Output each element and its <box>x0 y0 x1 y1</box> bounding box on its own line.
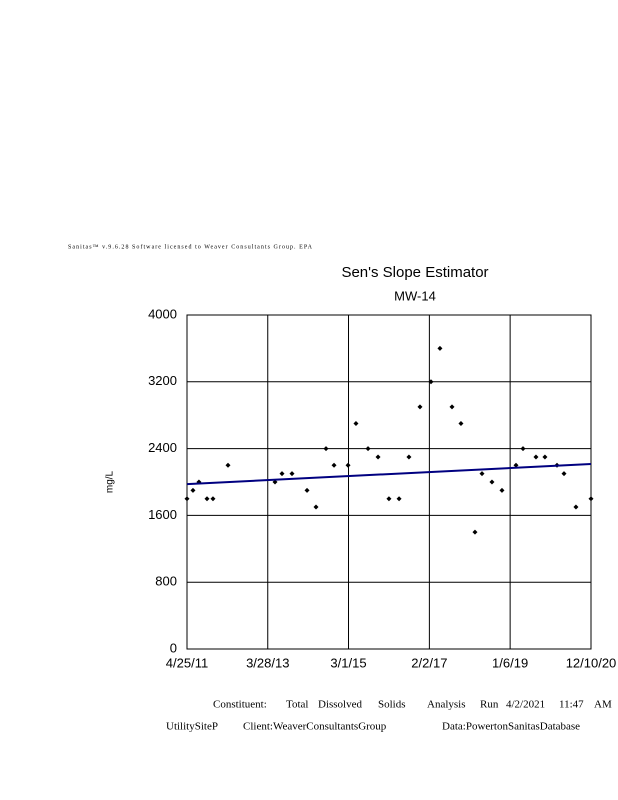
data-point <box>573 504 579 510</box>
data-point <box>458 421 464 427</box>
data-point <box>190 487 196 493</box>
data-point <box>345 462 351 468</box>
data-point <box>279 471 285 477</box>
footer-text: 11:47 <box>559 699 584 711</box>
header: Sanitas™ v.9.6.28 Software licensed to W… <box>68 243 313 250</box>
data-point <box>323 446 329 452</box>
footer-text: Dissolved <box>318 699 363 711</box>
chart-title: Sen's Slope Estimator <box>341 264 488 281</box>
data-point <box>533 454 539 460</box>
x-tick-label: 3/28/13 <box>246 655 289 670</box>
data-point <box>428 379 434 385</box>
data-point <box>225 462 231 468</box>
data-point <box>489 479 495 485</box>
data-point <box>437 345 443 351</box>
data-point <box>331 462 337 468</box>
footer-text: 4/2/2021 <box>506 699 545 711</box>
footer-text: Constituent: <box>213 699 267 711</box>
data-point <box>588 496 594 502</box>
data-point <box>561 471 567 477</box>
footer-text: Client:WeaverConsultantsGroup <box>243 721 387 733</box>
data-point <box>479 471 485 477</box>
footer-text: Total <box>286 699 308 711</box>
data-point <box>396 496 402 502</box>
data-point <box>184 496 190 502</box>
y-tick-label: 2400 <box>148 440 177 455</box>
x-tick-label: 3/1/15 <box>330 655 366 670</box>
footer-text: UtilitySiteP <box>166 721 218 733</box>
y-tick-label: 800 <box>155 574 177 589</box>
y-tick-label: 3200 <box>148 373 177 388</box>
x-tick-label: 2/2/17 <box>411 655 447 670</box>
y-tick-label: 1600 <box>148 507 177 522</box>
data-point <box>417 404 423 410</box>
y-tick-label: 0 <box>170 640 177 655</box>
y-tick-label: 4000 <box>148 306 177 321</box>
footer-text: Analysis <box>427 699 466 711</box>
footer-text: Run <box>480 699 499 711</box>
x-tick-label: 1/6/19 <box>492 655 528 670</box>
data-point <box>472 529 478 535</box>
data-point <box>304 487 310 493</box>
data-point <box>313 504 319 510</box>
y-axis-label: mg/L <box>105 470 116 493</box>
data-point <box>204 496 210 502</box>
data-point <box>289 471 295 477</box>
footer-text: Data:PowertonSanitasDatabase <box>442 721 580 733</box>
chart-subtitle: MW-14 <box>394 288 436 303</box>
data-point <box>513 462 519 468</box>
data-point <box>499 487 505 493</box>
x-tick-label: 12/10/20 <box>566 655 617 670</box>
data-point <box>520 446 526 452</box>
data-point <box>386 496 392 502</box>
data-point <box>542 454 548 460</box>
data-point <box>449 404 455 410</box>
x-tick-label: 4/25/11 <box>166 655 208 670</box>
data-point <box>210 496 216 502</box>
data-point <box>353 421 359 427</box>
data-point <box>406 454 412 460</box>
plot-border <box>186 314 592 650</box>
footer-text: Solids <box>378 699 406 711</box>
data-point <box>375 454 381 460</box>
trend-line <box>186 463 592 486</box>
data-point <box>365 446 371 452</box>
footer-text: AM <box>594 699 612 711</box>
